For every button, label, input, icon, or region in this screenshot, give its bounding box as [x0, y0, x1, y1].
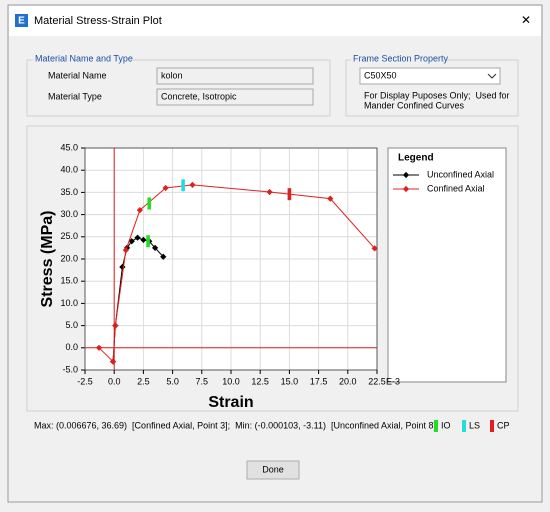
y-tick-label: 30.0 [60, 209, 78, 219]
data-point [136, 207, 144, 214]
data-point [122, 247, 129, 254]
dropdown-value: C50X50 [364, 70, 397, 80]
material-group-box [26, 59, 331, 117]
done-button[interactable] [246, 460, 300, 480]
y-tick-label: 25.0 [60, 231, 78, 241]
level-label: IO [441, 420, 451, 430]
group-label-bg [351, 53, 447, 65]
legend-label: Confined Axial [427, 183, 485, 193]
data-point [134, 234, 141, 241]
window-title: Material Stress-Strain Plot [34, 15, 162, 27]
text-field[interactable] [156, 88, 314, 106]
dropdown-arrow [487, 73, 497, 79]
y-tick-label: 35.0 [60, 187, 78, 197]
x-tick-label: -2.5 [77, 376, 93, 386]
x-tick-label: 15.0 [281, 376, 299, 386]
y-tick-label: 45.0 [60, 142, 78, 152]
y-tick-label: 10.0 [60, 298, 78, 308]
performance-marker [147, 197, 152, 210]
y-tick-label: 5.0 [65, 320, 78, 330]
group-label-bg [33, 53, 133, 65]
performance-marker [181, 179, 185, 192]
performance-marker [287, 188, 292, 201]
x-tick-label: 7.5 [196, 376, 209, 386]
level-swatch [434, 420, 438, 432]
legend-box [387, 147, 507, 383]
plot-border [84, 147, 378, 371]
field-value: kolon [161, 70, 183, 80]
x-axis-label: Strain [208, 394, 253, 411]
group-title: Frame Section Property [353, 53, 449, 63]
y-tick-label: -5.0 [62, 364, 78, 374]
close-button[interactable]: ✕ [521, 13, 531, 27]
status-text: Max: (0.006676, 36.69) [Confined Axial, … [34, 420, 436, 430]
series-line [112, 237, 164, 362]
data-point [151, 244, 159, 252]
data-point [160, 253, 167, 260]
x-tick-label: 12.5 [251, 376, 269, 386]
x-tick-label: 0.0 [108, 376, 121, 386]
title-bar [9, 6, 541, 36]
legend-label: Unconfined Axial [427, 169, 494, 179]
x-multiplier: E-3 [386, 376, 400, 386]
y-tick-label: 40.0 [60, 165, 78, 175]
text-field[interactable] [156, 67, 314, 85]
button-label: Done [262, 464, 284, 474]
field-label: Material Name [48, 70, 107, 80]
x-tick-label: 2.5 [137, 376, 150, 386]
note-line: Mander Confined Curves [364, 100, 465, 110]
level-swatch [490, 420, 494, 432]
group-title: Material Name and Type [35, 53, 133, 63]
app-icon [15, 14, 28, 27]
app-icon-letter: E [18, 16, 25, 27]
series-line [98, 184, 376, 363]
y-tick-label: 20.0 [60, 253, 78, 263]
legend-title: Legend [398, 153, 434, 164]
y-tick-label: 15.0 [60, 276, 78, 286]
x-tick-label: 10.0 [222, 376, 240, 386]
level-label: CP [497, 420, 510, 430]
y-axis-label: Stress (MPa) [39, 211, 56, 308]
field-value: Concrete, Isotropic [161, 91, 237, 101]
level-key: IO LS CP [434, 420, 510, 432]
note-line: For Display Puposes Only; Used for [364, 90, 510, 100]
level-swatch [462, 420, 466, 432]
dropdown[interactable] [359, 67, 501, 85]
x-tick-label: 17.5 [310, 376, 328, 386]
x-tick-label: 20.0 [339, 376, 357, 386]
performance-marker [146, 235, 150, 248]
x-tick-label: 22.5 [368, 376, 386, 386]
y-tick-label: 0.0 [65, 342, 78, 352]
x-tick-label: 5.0 [166, 376, 179, 386]
level-label: LS [469, 420, 480, 430]
field-label: Material Type [48, 91, 102, 101]
